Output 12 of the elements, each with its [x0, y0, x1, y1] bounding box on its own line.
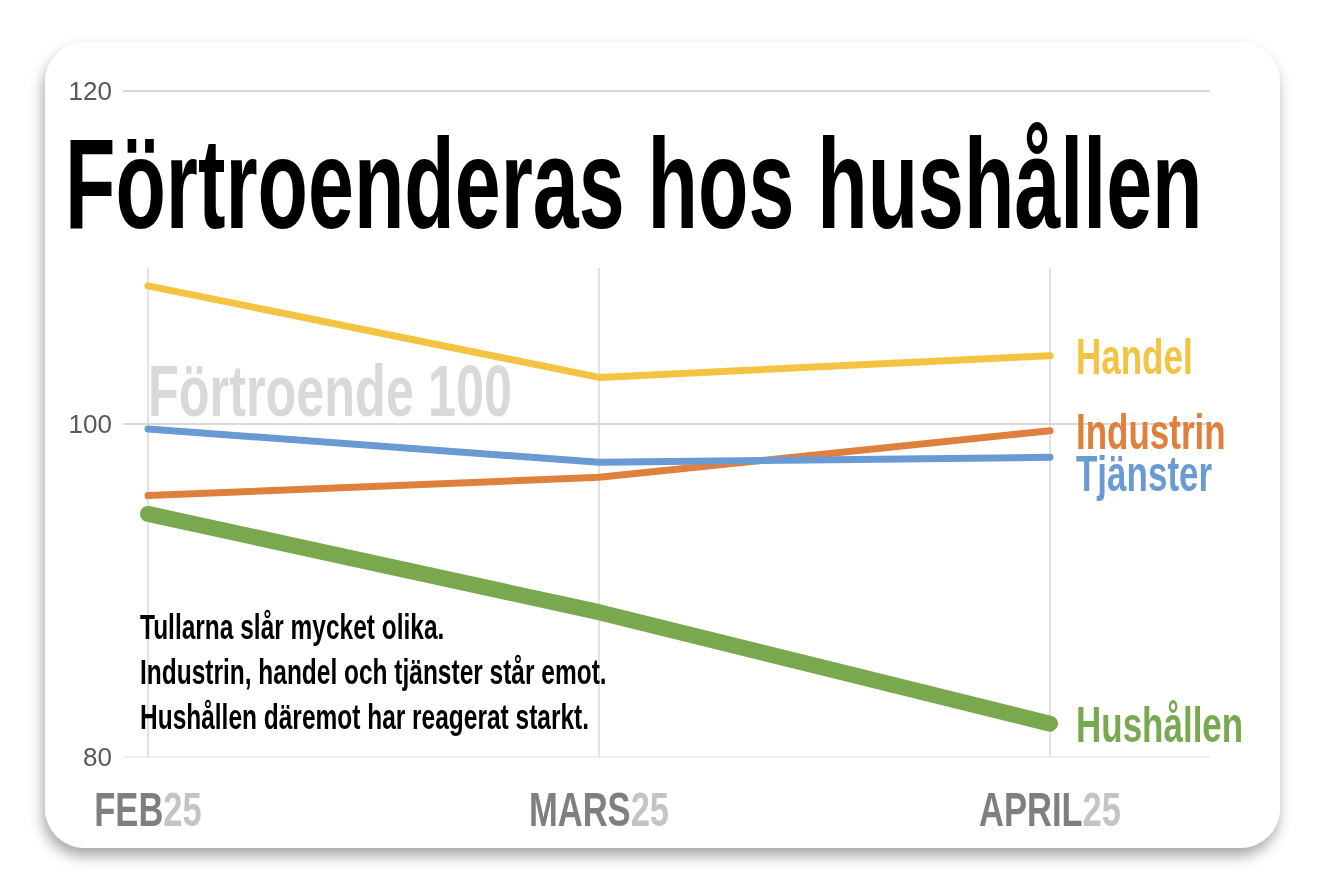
y-tick-label: 120	[68, 76, 112, 107]
series-label: Handel	[1076, 328, 1193, 385]
annotation: Industrin, handel och tjänster står emot.	[140, 652, 607, 691]
y-tick-label: 80	[83, 742, 112, 773]
x-tick-label: FEB25	[94, 782, 202, 837]
x-tick-label: MARS25	[528, 782, 670, 837]
chart-title: Förtroenderas hos hushållen	[65, 112, 1203, 256]
annotation: Hushållen däremot har reagerat starkt.	[140, 697, 589, 736]
y-tick-label: 100	[68, 409, 112, 440]
series-label: Hushållen	[1076, 696, 1244, 753]
annotation: Tullarna slår mycket olika.	[140, 607, 445, 646]
x-tick-label: APRIL25	[978, 782, 1122, 837]
